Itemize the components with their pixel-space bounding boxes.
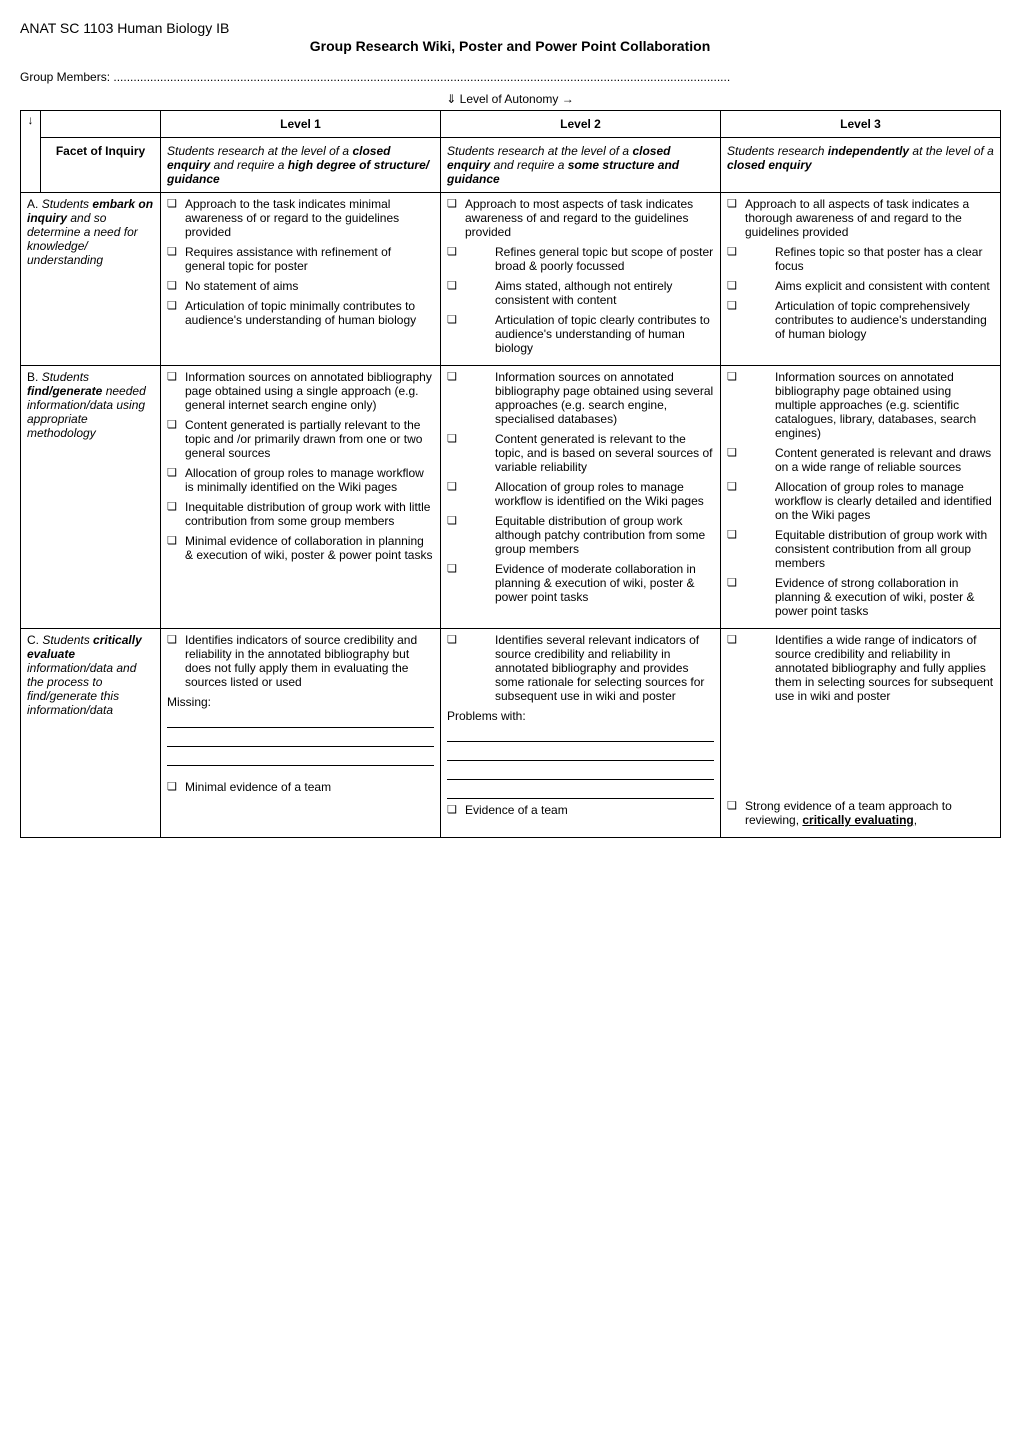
- row-b-level3: ❏Information sources on annotated biblio…: [721, 366, 1001, 629]
- vertical-arrow-cell: ↓: [21, 111, 41, 193]
- fill-line: [167, 732, 434, 747]
- fill-line: [167, 713, 434, 728]
- level1-desc: Students research at the level of a clos…: [161, 138, 441, 193]
- row-b-level1: ❏Information sources on annotated biblio…: [161, 366, 441, 629]
- group-members-line: Group Members: .........................…: [20, 70, 1000, 84]
- row-a-level1: ❏Approach to the task indicates minimal …: [161, 193, 441, 366]
- level3-header: Level 3: [721, 111, 1001, 138]
- fill-line: [447, 727, 714, 742]
- empty-corner: [41, 111, 161, 138]
- facet-a: A. Students embark on inquiry and so det…: [21, 193, 161, 366]
- level3-desc: Students research independently at the l…: [721, 138, 1001, 193]
- fill-line: [167, 751, 434, 766]
- level1-header: Level 1: [161, 111, 441, 138]
- row-c-level1: ❏Identifies indicators of source credibi…: [161, 629, 441, 838]
- facet-c: C. Students critically evaluate informat…: [21, 629, 161, 838]
- problems-label: Problems with:: [447, 709, 714, 723]
- level2-desc: Students research at the level of a clos…: [441, 138, 721, 193]
- row-a-level2: ❏Approach to most aspects of task indica…: [441, 193, 721, 366]
- facet-header: Facet of Inquiry: [41, 138, 161, 193]
- rubric-table: ↓ Level 1 Level 2 Level 3 Facet of Inqui…: [20, 110, 1001, 838]
- page-subtitle: Group Research Wiki, Poster and Power Po…: [20, 38, 1000, 54]
- autonomy-header: ⇓ Level of Autonomy →: [20, 92, 1000, 106]
- missing-label: Missing:: [167, 695, 211, 709]
- level2-header: Level 2: [441, 111, 721, 138]
- row-b: B. Students find/generate needed informa…: [21, 366, 1001, 629]
- row-a: A. Students embark on inquiry and so det…: [21, 193, 1001, 366]
- row-c: C. Students critically evaluate informat…: [21, 629, 1001, 838]
- fill-line: [447, 765, 714, 780]
- fill-line: [447, 784, 714, 799]
- header-row-1: ↓ Level 1 Level 2 Level 3: [21, 111, 1001, 138]
- row-c-level3: ❏Identifies a wide range of indicators o…: [721, 629, 1001, 838]
- facet-b: B. Students find/generate needed informa…: [21, 366, 161, 629]
- header-row-2: Facet of Inquiry Students research at th…: [21, 138, 1001, 193]
- fill-line: [447, 746, 714, 761]
- row-b-level2: ❏Information sources on annotated biblio…: [441, 366, 721, 629]
- members-dots: ........................................…: [113, 70, 730, 84]
- row-c-level2: ❏Identifies several relevant indicators …: [441, 629, 721, 838]
- course-code: ANAT SC 1103 Human Biology IB: [20, 20, 1000, 36]
- members-label: Group Members:: [20, 70, 113, 84]
- row-a-level3: ❏Approach to all aspects of task indicat…: [721, 193, 1001, 366]
